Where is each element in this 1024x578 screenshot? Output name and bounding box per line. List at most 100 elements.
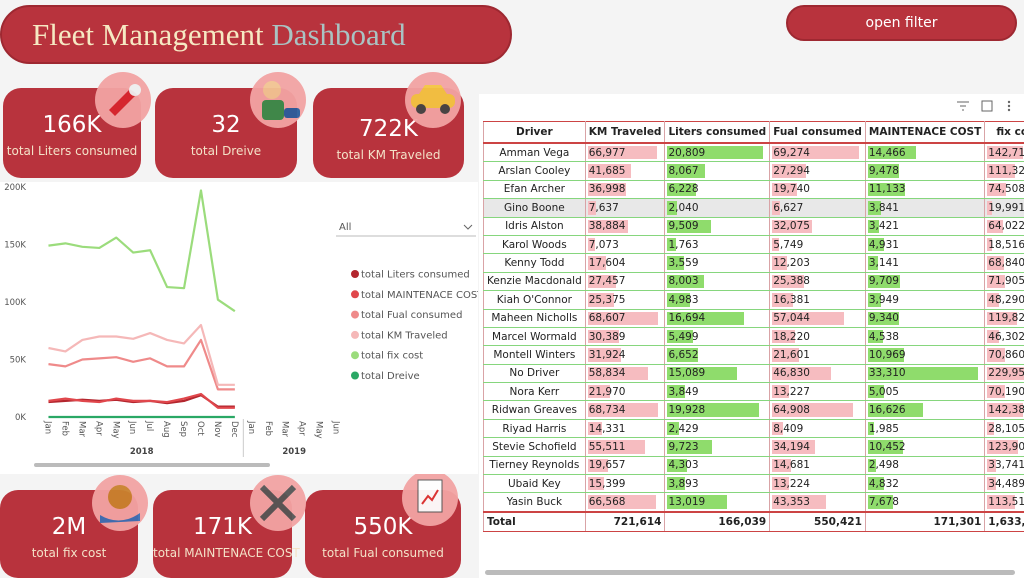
data-bar [667, 311, 745, 325]
column-header: fix cost [984, 121, 1024, 144]
cell-text: 2,429 [668, 422, 699, 435]
legend-marker [351, 371, 359, 380]
data-bar [587, 366, 649, 381]
data-bar [772, 329, 795, 344]
kpi-label: total fix cost [31, 546, 107, 560]
data-bar [587, 403, 659, 417]
value-cell: 142,383 [984, 400, 1024, 420]
data-bar [772, 311, 844, 325]
data-bar [772, 477, 789, 491]
x-tick-label: Nov [212, 421, 222, 438]
driver-cell: Ubaid Key [483, 474, 586, 494]
data-bar [667, 495, 728, 509]
icon-badge [402, 470, 458, 526]
data-bar [867, 440, 903, 454]
value-cell: 4,983 [664, 290, 771, 310]
driver-cell: Yasin Buck [483, 492, 586, 513]
kpi-value: 2M [51, 514, 87, 540]
value-cell: 18,220 [769, 327, 866, 347]
cell-text: Gino Boone [504, 201, 565, 214]
cell-text: 13,227 [773, 385, 810, 398]
cell-text: 111,320 [988, 165, 1024, 178]
value-cell: 19,740 [769, 180, 866, 200]
value-cell: 3,559 [664, 253, 771, 273]
column-header: Driver [483, 121, 586, 144]
value-cell: 119,825 [984, 309, 1024, 328]
cell-text: 25,375 [588, 293, 626, 306]
cell-text: 12,203 [773, 257, 810, 270]
legend-label: total KM Traveled [361, 330, 448, 341]
data-bar [667, 403, 760, 417]
focus-icon[interactable] [981, 100, 993, 112]
data-bar [667, 329, 693, 344]
data-bar [867, 311, 899, 325]
x-tick-label: May [314, 421, 324, 439]
data-bar [772, 440, 815, 454]
cell-text: 15,399 [588, 477, 626, 490]
x-tick-label: Feb [59, 421, 69, 436]
table-row: Idris Alston 38,884 9,509 32,075 3,421 64,022 [483, 217, 1024, 236]
cell-text: Montell Winters [493, 348, 576, 361]
x-tick-label: Oct [195, 421, 205, 436]
value-cell: 5,005 [864, 382, 986, 402]
driver-cell: Marcel Wormald [483, 327, 586, 347]
cell-text: Riyad Harris [502, 422, 567, 435]
more-icon[interactable] [1007, 100, 1011, 104]
value-cell: 19,991 [984, 198, 1024, 218]
driver-cell: Tierney Reynolds [483, 456, 586, 476]
value-cell: 142,716 [984, 143, 1024, 163]
icon-badge [95, 72, 151, 128]
cell-text: Tierney Reynolds [489, 459, 580, 472]
data-bar [987, 366, 1024, 381]
title-main: Fleet Management [32, 17, 264, 52]
cell-text: 4,983 [668, 293, 699, 306]
data-bar [867, 495, 894, 509]
legend-label: total Liters consumed [361, 270, 470, 281]
cell-text: 68,607 [588, 312, 626, 325]
cell-text: 8,409 [773, 422, 804, 435]
data-bar [987, 182, 1006, 197]
data-bar [772, 146, 859, 160]
table-row: Gino Boone 7,637 2,040 6,627 3,841 19,991 [483, 198, 1024, 218]
driver-cell: Kenzie Macdonald [483, 272, 586, 292]
value-cell: 2,040 [664, 198, 771, 218]
driver-cell: Arslan Cooley [483, 161, 586, 181]
chart-panel: 0K 50K 100K 150K 200K Jan Feb Mar Apr May Jun Jul Au… [0, 182, 484, 474]
cell-text: 4,538 [868, 330, 899, 343]
value-cell: 9,478 [864, 161, 986, 181]
total-cell: 1,633,378 [984, 510, 1024, 532]
value-cell: 13,224 [769, 474, 866, 494]
data-bar [667, 274, 705, 289]
data-bar [587, 348, 621, 362]
data-bar [587, 477, 604, 491]
icon-badge [92, 475, 148, 531]
filter-icon[interactable] [957, 101, 969, 111]
data-bar [867, 403, 923, 417]
table-row: Kiah O'Connor 25,375 4,983 16,381 3,949 48,29… [483, 290, 1024, 310]
table-row: Nora Kerr 21,970 3,849 13,227 5,005 70,190 [483, 382, 1024, 402]
x-scrollbar[interactable] [34, 463, 270, 467]
driver-table: Driver KM Traveled Liters consumed Fual con… [483, 121, 1024, 532]
cell-text: 27,457 [588, 275, 626, 288]
scrollbar[interactable] [485, 570, 1015, 575]
value-cell: 3,421 [864, 217, 986, 236]
value-cell: 25,388 [769, 272, 866, 292]
value-cell: 13,227 [769, 382, 866, 402]
legend-label: total Fual consumed [361, 310, 462, 321]
x-tick-label: Jun [127, 420, 137, 434]
cell-text: 34,489 [988, 477, 1024, 490]
cell-text: 32,075 [773, 220, 810, 233]
slicer-dropdown[interactable] [463, 224, 473, 230]
data-bar [587, 329, 619, 344]
cell-text: 28,105 [988, 422, 1024, 435]
value-cell: 25,375 [584, 290, 666, 310]
value-cell: 4,303 [664, 456, 771, 476]
open-filter-button[interactable]: open filter [786, 5, 1017, 41]
cell-text: Ubaid Key [507, 477, 561, 490]
total-cell: Total [483, 510, 586, 532]
driver-cell: Amman Vega [483, 143, 586, 163]
legend-marker [351, 310, 359, 319]
value-cell: 3,141 [864, 253, 986, 273]
table-row: Karol Woods 7,073 1,763 5,749 4,931 18,516 [483, 235, 1024, 255]
cell-text: 11,133 [868, 183, 906, 196]
